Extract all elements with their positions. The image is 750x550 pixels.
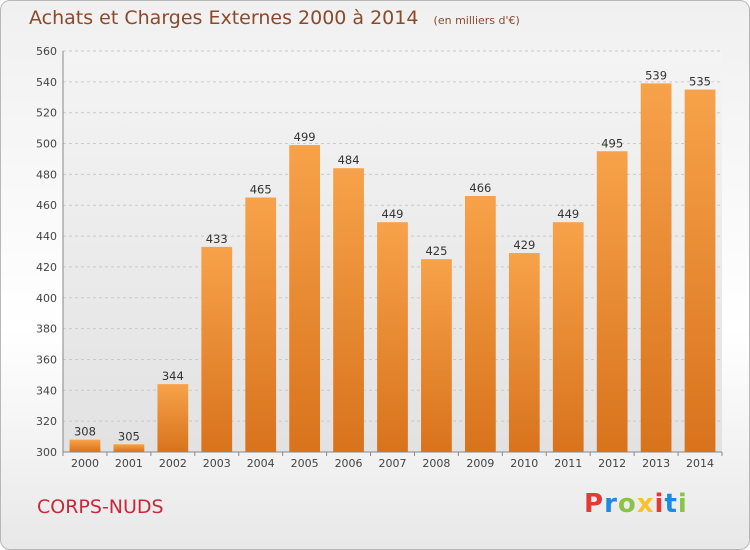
- x-tick-label: 2013: [642, 457, 670, 470]
- data-label: 499: [294, 130, 316, 144]
- y-tick-label: 400: [36, 292, 57, 305]
- data-label: 535: [689, 75, 711, 89]
- x-tick-label: 2008: [422, 457, 450, 470]
- y-tick-label: 440: [36, 230, 57, 243]
- bar: [421, 259, 452, 452]
- data-label: 305: [118, 429, 140, 443]
- bar: [684, 89, 716, 453]
- data-label: 433: [206, 232, 228, 246]
- logo-letter: o: [617, 489, 637, 519]
- x-tick-label: 2003: [203, 457, 231, 470]
- y-tick-label: 340: [36, 384, 57, 397]
- bar: [464, 195, 496, 452]
- logo-letter: x: [636, 489, 655, 519]
- data-label: 449: [557, 207, 579, 221]
- x-tick-label: 2012: [598, 457, 626, 470]
- bar: [69, 439, 101, 452]
- bar: [552, 222, 584, 452]
- bar: [640, 83, 672, 452]
- x-tick-label: 2005: [291, 457, 319, 470]
- bar: [157, 384, 189, 452]
- data-label: 539: [645, 68, 667, 82]
- data-label: 425: [425, 244, 447, 258]
- x-tick-label: 2006: [335, 457, 363, 470]
- bar: [245, 197, 277, 452]
- data-label: 429: [513, 238, 535, 252]
- data-label: 495: [601, 136, 623, 150]
- y-tick-label: 460: [36, 199, 57, 212]
- chart-unit: (en milliers d'€): [433, 14, 520, 27]
- x-tick-label: 2002: [159, 457, 187, 470]
- y-tick-label: 380: [36, 323, 57, 336]
- x-tick-label: 2007: [379, 457, 407, 470]
- y-tick-label: 420: [36, 261, 57, 274]
- bar: [377, 222, 408, 452]
- chart-title: Achats et Charges Externes 2000 à 2014: [29, 7, 419, 29]
- y-tick-label: 560: [36, 45, 57, 58]
- logo-letter: i: [654, 489, 665, 519]
- bar: [596, 151, 628, 452]
- y-tick-label: 500: [36, 138, 57, 151]
- x-tick-label: 2004: [247, 457, 275, 470]
- data-label: 484: [338, 153, 360, 167]
- data-label: 344: [162, 369, 184, 383]
- y-tick-label: 540: [36, 76, 57, 89]
- data-label: 466: [469, 181, 491, 195]
- logo-letter: t: [664, 489, 678, 519]
- logo-letter: r: [604, 489, 618, 519]
- x-tick-label: 2014: [686, 457, 714, 470]
- x-tick-label: 2001: [115, 457, 143, 470]
- x-tick-label: 2009: [466, 457, 494, 470]
- chart-header: Achats et Charges Externes 2000 à 2014 (…: [29, 7, 520, 29]
- bar: [113, 444, 145, 452]
- y-tick-label: 480: [36, 168, 57, 181]
- bar: [333, 168, 364, 452]
- data-label: 308: [74, 425, 96, 439]
- logo-letter: P: [584, 489, 605, 519]
- y-tick-label: 300: [36, 446, 57, 459]
- bar: [201, 246, 233, 452]
- city-name: CORPS-NUDS: [37, 496, 164, 518]
- data-label: 449: [382, 207, 404, 221]
- data-label: 465: [250, 183, 272, 197]
- logo-letter: i: [677, 489, 688, 519]
- bar: [508, 253, 540, 452]
- y-tick-label: 360: [36, 353, 57, 366]
- bar: [289, 145, 321, 453]
- x-tick-label: 2011: [554, 457, 582, 470]
- y-tick-label: 320: [36, 415, 57, 428]
- proxiti-logo: Proxiti: [584, 489, 688, 519]
- x-tick-label: 2000: [71, 457, 99, 470]
- y-tick-label: 520: [36, 107, 57, 120]
- x-tick-label: 2010: [510, 457, 538, 470]
